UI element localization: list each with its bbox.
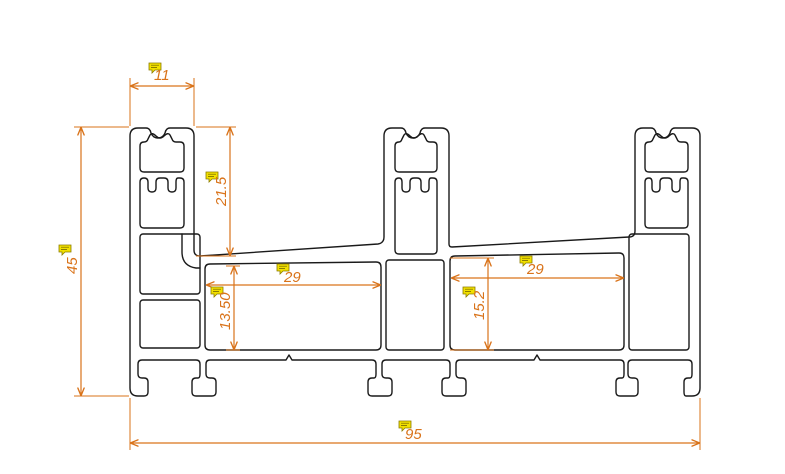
dim-chamber-right-height-label: 15.2 bbox=[471, 290, 488, 320]
dim-slot-depth: 21.5 bbox=[196, 126, 236, 257]
dim-overall-width-label: 95 bbox=[405, 426, 422, 443]
dim-overall-height-label: 45 bbox=[64, 257, 81, 274]
dim-chamber-left-width: 29 bbox=[207, 263, 380, 286]
dim-chamber-right-width: 29 bbox=[452, 255, 623, 278]
center-chamber bbox=[385, 259, 445, 351]
profile-outline bbox=[129, 127, 701, 397]
left-top-cavity bbox=[139, 133, 185, 173]
center-grip-cavity bbox=[394, 177, 438, 255]
left-grip-cavity bbox=[139, 177, 185, 229]
right-main-chamber bbox=[449, 252, 625, 351]
dim-chamber-right-height: 15.2 bbox=[450, 257, 494, 351]
dim-chamber-left-height-label: 13.50 bbox=[217, 292, 234, 330]
dim-slot-depth-label: 21.5 bbox=[213, 176, 230, 207]
left-low-chamber bbox=[139, 299, 201, 349]
dim-chamber-right-width-label: 29 bbox=[526, 261, 544, 278]
left-mid-chamber bbox=[139, 233, 201, 295]
note-marker-icon bbox=[58, 244, 72, 256]
dimension-layer: 11 21.5 45 29 bbox=[58, 62, 701, 450]
dim-chamber-left-height: 13.50 bbox=[210, 265, 240, 351]
right-low-chamber bbox=[628, 233, 690, 351]
outer-contour bbox=[129, 127, 701, 397]
left-main-chamber bbox=[204, 261, 382, 351]
dim-overall-height: 45 bbox=[58, 126, 129, 397]
dim-top-width-label: 11 bbox=[154, 67, 170, 84]
center-top-cavity bbox=[394, 133, 438, 173]
right-grip-cavity bbox=[644, 177, 689, 229]
right-top-cavity bbox=[644, 133, 689, 173]
left-corner-fillet bbox=[181, 233, 201, 269]
dim-overall-width: 95 bbox=[129, 398, 701, 450]
dim-chamber-left-width-label: 29 bbox=[283, 269, 301, 286]
dim-top-width: 11 bbox=[129, 62, 195, 126]
